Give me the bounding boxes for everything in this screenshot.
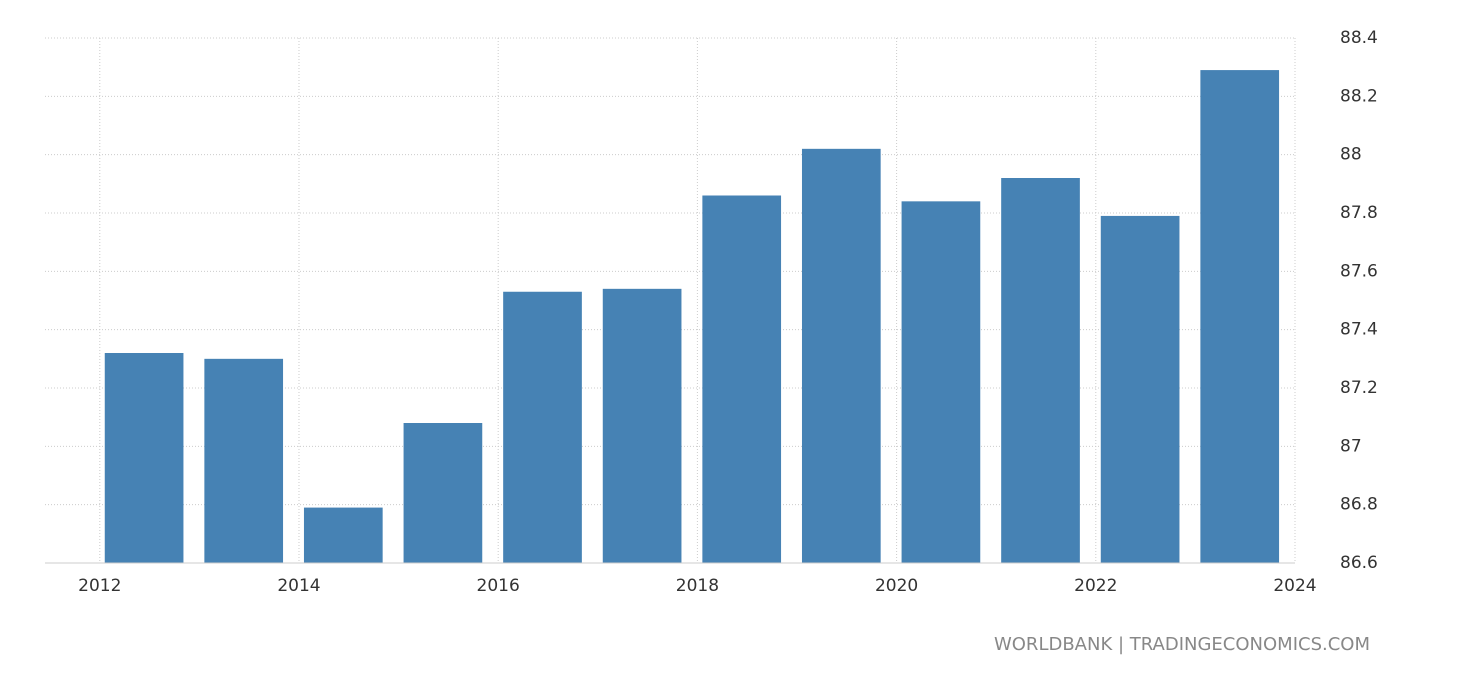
x-tick-label: 2018: [676, 576, 719, 596]
bar: [303, 507, 383, 563]
bar: [1100, 215, 1180, 563]
y-tick-label: 87.2: [1340, 378, 1378, 398]
bar: [1001, 178, 1080, 563]
y-tick-label: 88: [1340, 145, 1362, 165]
bar: [104, 353, 184, 563]
y-tick-label: 87: [1340, 436, 1362, 456]
bar: [702, 195, 782, 563]
y-tick-label: 86.6: [1340, 553, 1378, 573]
x-tick-label: 2020: [875, 576, 918, 596]
x-tick-label: 2014: [277, 576, 320, 596]
bar: [204, 358, 284, 563]
bar: [602, 288, 682, 563]
x-tick-label: 2016: [477, 576, 520, 596]
y-tick-label: 86.8: [1340, 495, 1378, 515]
x-tick-label: 2022: [1074, 576, 1117, 596]
bar: [403, 423, 483, 563]
y-tick-label: 87.6: [1340, 261, 1378, 281]
y-tick-label: 88.4: [1340, 28, 1378, 48]
bar: [901, 201, 981, 564]
y-tick-label: 87.8: [1340, 203, 1378, 223]
x-tick-label: 2012: [78, 576, 121, 596]
bar: [801, 148, 881, 564]
bar: [1200, 70, 1280, 563]
bar: [503, 291, 582, 563]
x-tick-label: 2024: [1273, 576, 1316, 596]
y-tick-label: 87.4: [1340, 320, 1378, 340]
source-label: WORLDBANK | TRADINGECONOMICS.COM: [994, 634, 1370, 655]
y-tick-label: 88.2: [1340, 86, 1378, 106]
